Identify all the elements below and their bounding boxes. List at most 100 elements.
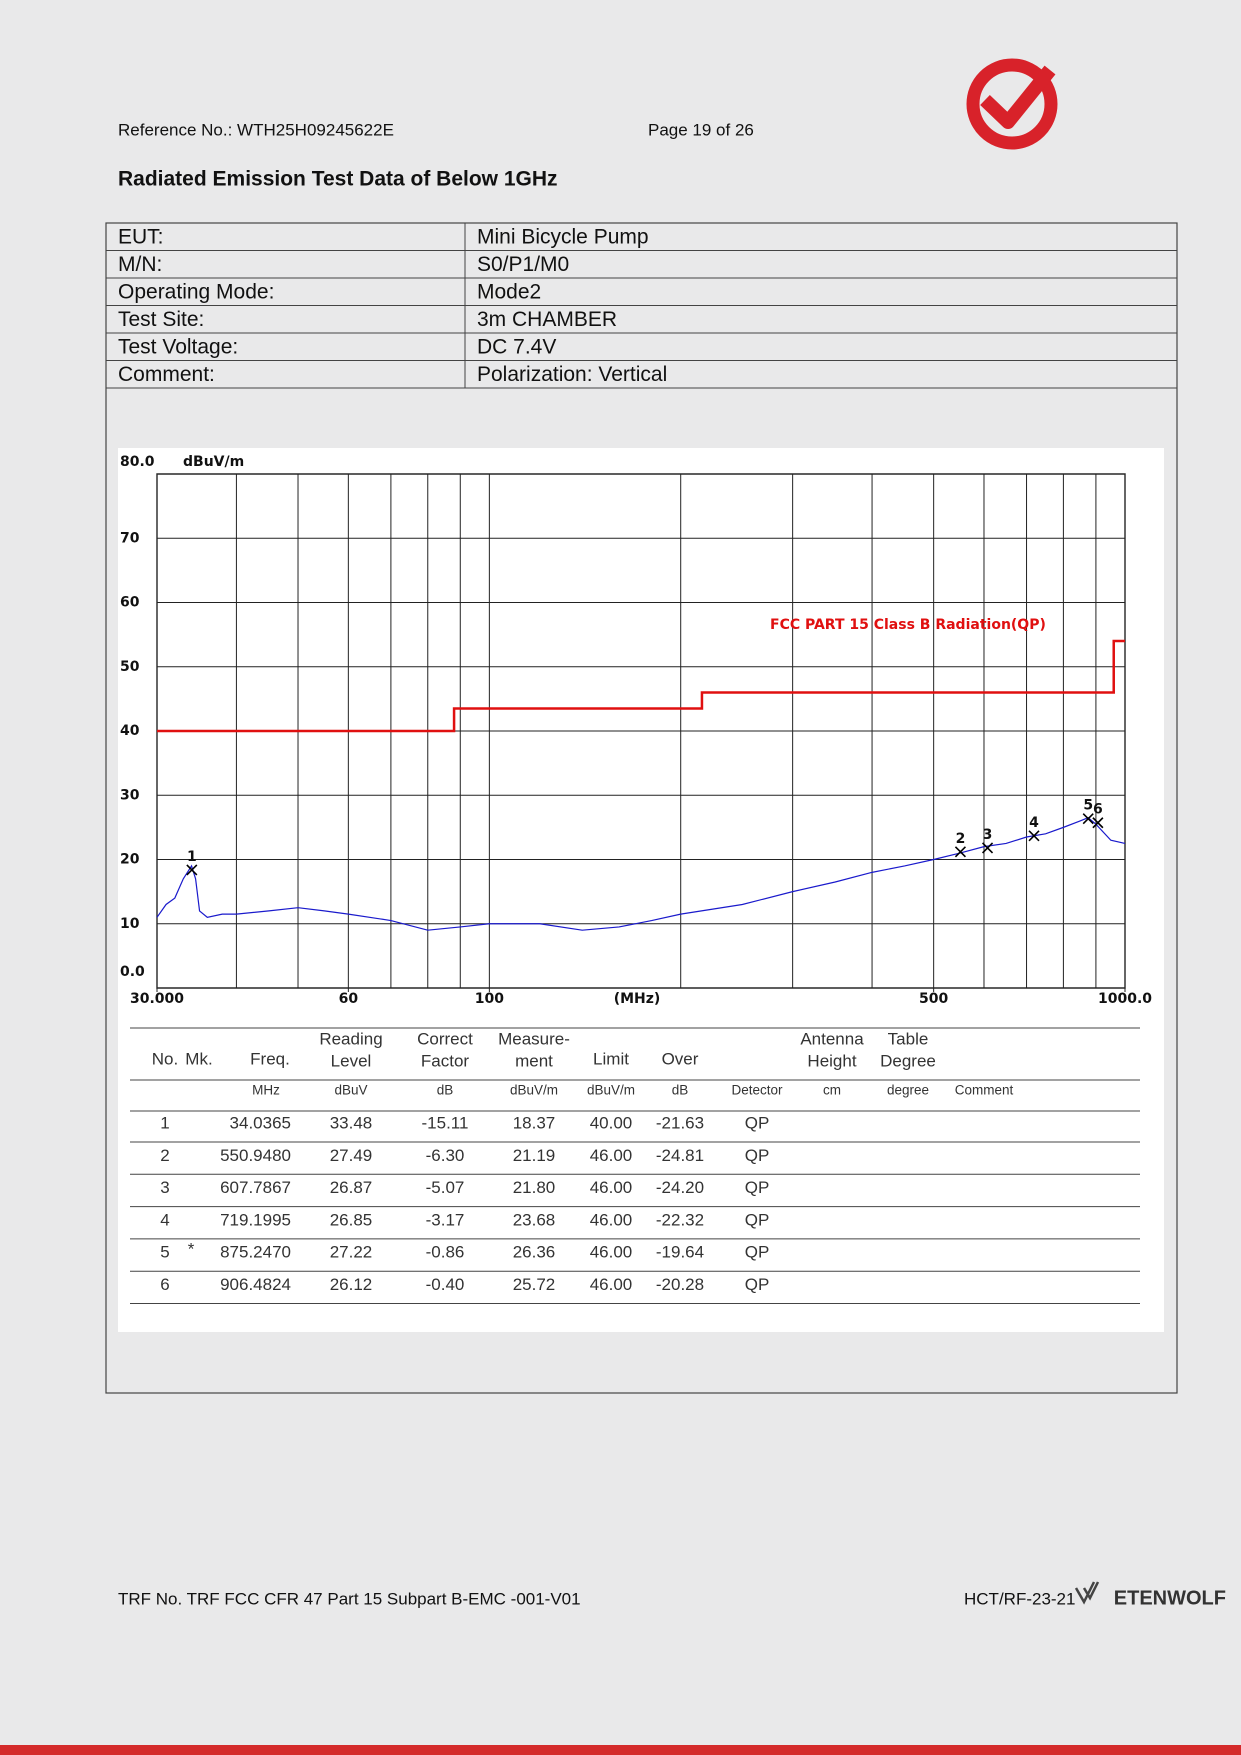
cell: -0.40 [426,1275,465,1294]
legend-label: FCC PART 15 Class B Radiation(QP) [770,617,1046,633]
y-tick-label: 60 [120,595,140,611]
cell: -6.30 [426,1146,465,1165]
cell: 27.49 [330,1146,373,1165]
y-axis-label: dBuV/m [183,454,244,470]
column-head: ment [515,1051,553,1070]
cell: -22.32 [656,1210,704,1229]
column-head: Factor [421,1051,470,1070]
cell: 2 [160,1146,169,1165]
y-tick-label: 50 [120,659,140,675]
cell: QP [745,1243,770,1262]
cell: 40.00 [590,1113,633,1132]
column-unit: cm [823,1083,841,1098]
column-unit: dBuV [334,1083,367,1098]
form-code: HCT/RF-23-21 [964,1589,1075,1608]
cell: 26.12 [330,1275,373,1294]
info-label: Test Site: [118,308,204,331]
cell: 6 [160,1275,169,1294]
cell: 26.36 [513,1243,556,1262]
column-head: Level [331,1051,372,1070]
cell: QP [745,1275,770,1294]
column-head: Table [888,1029,929,1048]
info-value: Mini Bicycle Pump [477,225,649,248]
info-label: Comment: [118,363,215,386]
series-line [156,817,1126,931]
footer-bar [0,1745,1241,1755]
cell: -21.63 [656,1113,704,1132]
frame [105,222,1178,1394]
y-tick-label: 70 [120,530,140,546]
column-unit: dB [672,1083,689,1098]
cell: 23.68 [513,1210,556,1229]
cell: -20.28 [656,1275,704,1294]
cell: -3.17 [426,1210,465,1229]
marker-label: 6 [1093,802,1103,818]
y-tick-label: 0.0 [120,964,145,980]
cell: 5 [160,1243,169,1262]
cell: 906.4824 [220,1275,291,1294]
brand-icon [1074,1581,1100,1605]
column-unit: degree [887,1083,929,1098]
info-label: Operating Mode: [118,280,274,303]
column-unit: dBuV/m [587,1083,635,1098]
y-tick-label: 10 [120,916,140,932]
cell: 1 [160,1113,169,1132]
cell: 26.87 [330,1178,373,1197]
cell: 34.0365 [230,1113,291,1132]
x-tick-label: 30.000 [130,991,184,1007]
x-tick-label: 500 [919,991,948,1007]
reference: Reference No.: WTH25H09245622E [118,120,394,139]
info-value: 3m CHAMBER [477,308,617,331]
column-unit: dBuV/m [510,1083,558,1098]
x-tick-label: 60 [339,991,359,1007]
cell: -19.64 [656,1243,704,1262]
x-axis-label: (MHz) [614,991,661,1007]
page-number: Page 19 of 26 [648,120,754,139]
column-head: Over [662,1049,699,1068]
cell: QP [745,1146,770,1165]
cell: QP [745,1210,770,1229]
info-value: S0/P1/M0 [477,253,569,276]
marker-label: 1 [187,849,197,865]
column-head: Reading [319,1029,382,1048]
y-tick-label: 80.0 [120,454,155,470]
cell: 46.00 [590,1243,633,1262]
y-tick-label: 20 [120,852,140,868]
cell: 27.22 [330,1243,373,1262]
title: Radiated Emission Test Data of Below 1GH… [118,168,558,191]
column-head: No. [152,1049,178,1068]
cell: 21.19 [513,1146,556,1165]
trf: TRF No. TRF FCC CFR 47 Part 15 Subpart B… [118,1589,581,1608]
column-head: Degree [880,1051,936,1070]
cell-mark: * [188,1240,195,1259]
column-head: Freq. [250,1049,290,1068]
cell: 875.2470 [220,1243,291,1262]
marker-label: 4 [1029,815,1039,831]
cell: 46.00 [590,1178,633,1197]
info-label: M/N: [118,253,162,276]
column-head: Mk. [185,1049,212,1068]
cell: 46.00 [590,1210,633,1229]
cell: 18.37 [513,1113,556,1132]
marker-label: 3 [983,827,993,843]
info-label: Test Voltage: [118,335,238,358]
cell: 550.9480 [220,1146,291,1165]
cell: 4 [160,1210,169,1229]
chart-panel [118,448,1164,1332]
info-value: DC 7.4V [477,335,556,358]
cell: -5.07 [426,1178,465,1197]
column-head: Measure- [498,1029,570,1048]
column-head: Antenna [800,1029,864,1048]
cell: 21.80 [513,1178,556,1197]
column-head: Limit [593,1049,629,1068]
cell: -0.86 [426,1243,465,1262]
marker [954,846,967,858]
x-tick-label: 100 [475,991,504,1007]
marker [1028,830,1040,842]
column-head: Height [807,1051,856,1070]
info-label: EUT: [118,225,164,248]
y-tick-label: 40 [120,723,140,739]
x-tick-label: 1000.0 [1098,991,1152,1007]
marker [186,864,198,876]
